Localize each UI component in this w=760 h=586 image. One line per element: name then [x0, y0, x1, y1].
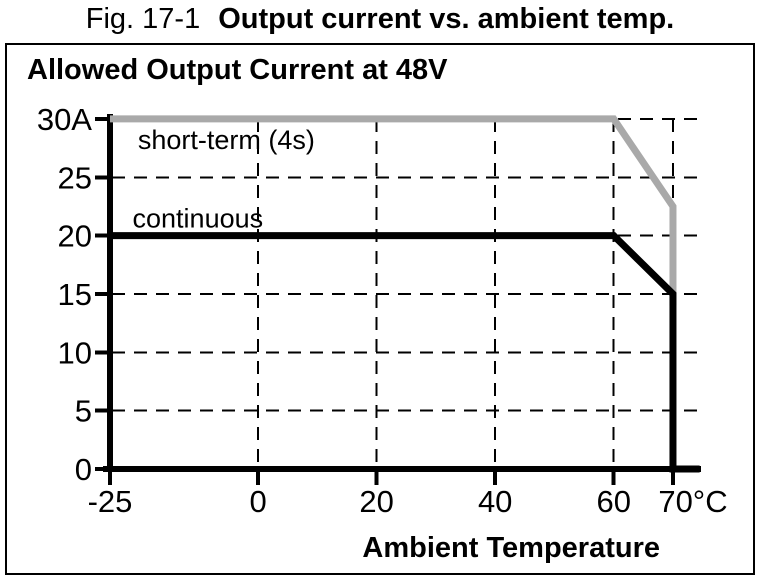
series-label: continuous [133, 203, 264, 233]
x-tick-label: 70°C [658, 484, 727, 519]
series-layer [110, 115, 700, 473]
x-tick-label: 40 [478, 484, 512, 519]
tick-layer [95, 116, 675, 485]
chart-title: Allowed Output Current at 48V [27, 54, 448, 86]
figure-caption: Fig. 17-1 Output current vs. ambient temp… [0, 0, 760, 40]
series-line-continuous [110, 232, 700, 473]
series-label: short-term (4s) [138, 125, 315, 155]
y-tick-label: 20 [58, 219, 92, 254]
x-tick-label: 60 [596, 484, 630, 519]
y-tick-label: 5 [75, 394, 92, 429]
y-tick-label: 15 [58, 277, 92, 312]
y-tick-label: 0 [75, 452, 92, 487]
figure-title: Output current vs. ambient temp. [218, 3, 675, 35]
x-axis-title: Ambient Temperature [362, 532, 660, 564]
x-tick-label: 0 [250, 484, 267, 519]
series-line-short-term-4s- [110, 115, 677, 306]
chart-panel [5, 43, 755, 575]
x-tick-label: -25 [88, 484, 133, 519]
figure-number: Fig. 17-1 [85, 3, 201, 35]
y-tick-label: 30A [37, 102, 92, 137]
y-tick-label: 25 [58, 160, 92, 195]
y-tick-label: 10 [58, 335, 92, 370]
label-layer: short-term (4s)continuous-25 0 20 40 60 70°C0… [37, 102, 728, 564]
x-tick-label: 20 [359, 484, 393, 519]
grid-layer [112, 117, 700, 469]
